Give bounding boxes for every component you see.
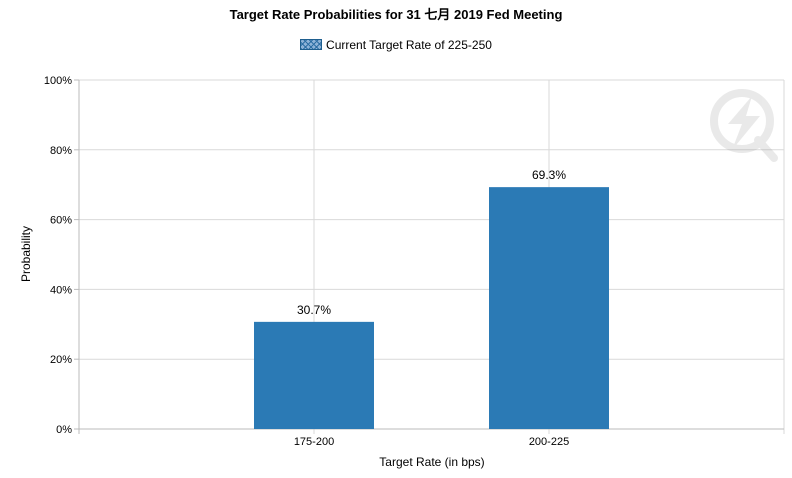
watermark-logo-icon: [710, 89, 778, 162]
bars: 30.7% 69.3%: [254, 168, 609, 429]
y-tick-label: 40%: [50, 284, 72, 296]
y-tick-label: 20%: [50, 354, 72, 366]
legend-label: Current Target Rate of 225-250: [326, 37, 492, 52]
bar-value-label: 69.3%: [532, 168, 566, 182]
bar-value-label: 30.7%: [297, 303, 331, 317]
x-tick-label: 200-225: [529, 436, 569, 448]
y-tick-label: 80%: [50, 145, 72, 157]
chart-title: Target Rate Probabilities for 31 七月 2019…: [229, 7, 563, 22]
y-tick-label: 60%: [50, 215, 72, 227]
y-tick-label: 100%: [44, 75, 72, 87]
x-tick-label: 175-200: [294, 436, 334, 448]
bar-200-225: [489, 187, 609, 429]
gridlines: [78, 79, 785, 434]
x-axis-ticks: 175-200 200-225: [294, 436, 569, 448]
legend-swatch: [300, 39, 323, 51]
y-tick-label: 0%: [56, 424, 72, 436]
y-axis-label: Probability: [19, 226, 33, 282]
legend: Current Target Rate of 225-250: [0, 37, 792, 52]
bar-175-200: [254, 321, 374, 429]
y-axis-ticks: 0% 20% 40% 60% 80% 100%: [44, 75, 79, 436]
x-axis-label: Target Rate (in bps): [379, 455, 484, 469]
